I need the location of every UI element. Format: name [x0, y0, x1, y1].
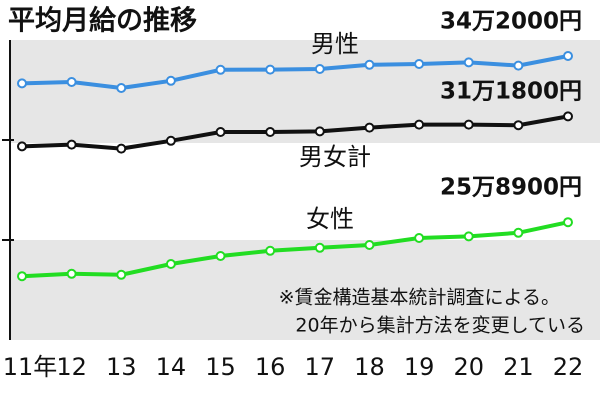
note: 20年から集計方法を変更している	[295, 315, 585, 337]
note: ※賃金構造基本統計調査による。	[279, 287, 560, 309]
series-line	[21, 114, 569, 151]
x-tick-label: 15	[205, 353, 236, 381]
point	[463, 57, 474, 68]
point	[563, 51, 573, 61]
point	[314, 126, 325, 137]
point	[414, 119, 425, 130]
point	[66, 268, 77, 279]
point	[364, 240, 375, 250]
point	[513, 227, 524, 238]
x-tick-label: 21	[503, 353, 534, 381]
point	[116, 83, 127, 93]
point	[265, 245, 276, 256]
point	[414, 59, 425, 69]
end-value-label: 25万8900円	[440, 175, 582, 201]
point	[165, 75, 176, 86]
x-tick-label: 17	[305, 353, 336, 381]
x-tick-label: 22	[553, 353, 584, 381]
x-tick-label: 20	[453, 353, 484, 381]
point	[66, 77, 77, 87]
x-tick-label: 12	[56, 353, 87, 381]
point	[563, 217, 573, 228]
point	[463, 231, 474, 242]
x-tick-label: 14	[156, 353, 187, 381]
point	[563, 111, 573, 122]
end-value-label: 31万1800円	[440, 79, 582, 105]
point	[215, 251, 226, 261]
point	[215, 64, 226, 75]
point	[17, 78, 27, 89]
point	[463, 119, 474, 130]
x-tick-label: 18	[354, 353, 385, 381]
series-line	[21, 54, 569, 91]
series-line	[21, 220, 569, 279]
point	[17, 271, 27, 282]
series-label: 男女計	[299, 143, 371, 171]
point	[17, 141, 27, 152]
point	[513, 120, 524, 131]
x-tick-label: 11年	[3, 353, 58, 381]
point	[116, 143, 127, 154]
point	[364, 59, 375, 70]
point	[215, 127, 226, 137]
point	[116, 269, 127, 280]
band	[10, 240, 600, 340]
chart-title: 平均月給の推移	[8, 5, 197, 37]
end-value-label: 34万2000円	[440, 9, 582, 35]
point	[165, 135, 176, 146]
series-label: 男性	[311, 30, 359, 58]
point	[314, 242, 325, 253]
point	[265, 127, 276, 137]
x-tick-label: 16	[255, 353, 286, 381]
point	[364, 122, 375, 133]
point	[165, 259, 176, 269]
point	[314, 64, 325, 74]
x-tick-label: 13	[106, 353, 137, 381]
series-label: 女性	[306, 205, 354, 233]
point	[66, 139, 77, 150]
point	[414, 233, 425, 243]
point	[265, 64, 276, 75]
x-tick-label: 19	[404, 353, 435, 381]
point	[513, 60, 524, 71]
